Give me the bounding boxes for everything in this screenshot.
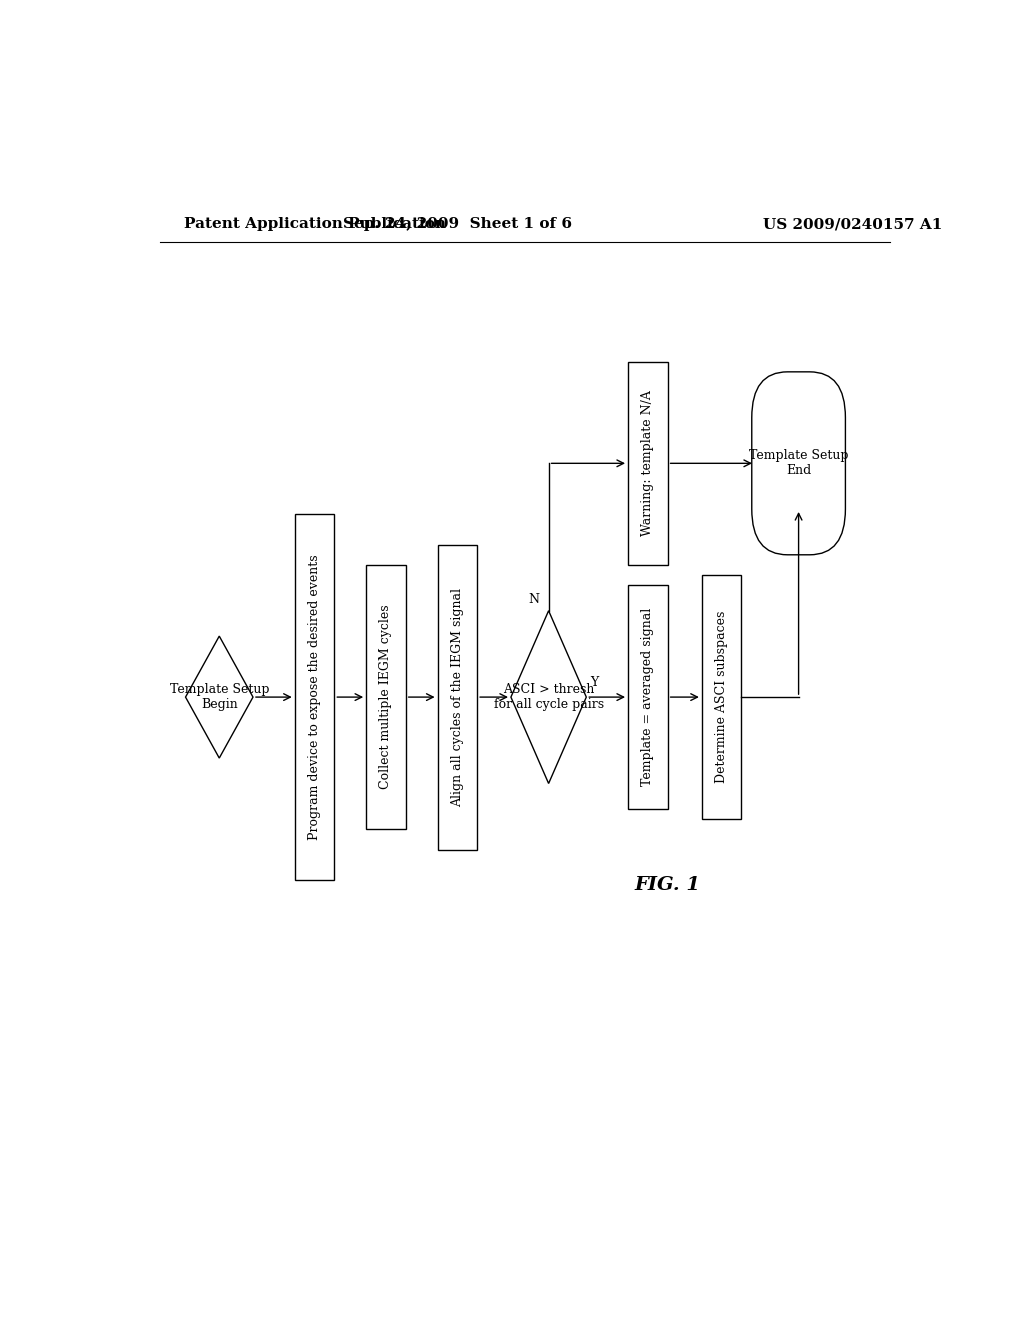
Text: N: N bbox=[528, 593, 539, 606]
Text: FIG. 1: FIG. 1 bbox=[635, 876, 700, 894]
Text: Patent Application Publication: Patent Application Publication bbox=[183, 218, 445, 231]
Bar bbox=[367, 565, 406, 829]
Text: ASCI > thresh
for all cycle pairs: ASCI > thresh for all cycle pairs bbox=[494, 682, 604, 711]
Text: Template Setup
Begin: Template Setup Begin bbox=[170, 682, 269, 711]
Text: Collect multiple IEGM cycles: Collect multiple IEGM cycles bbox=[380, 605, 392, 789]
Bar bbox=[295, 515, 334, 880]
Text: US 2009/0240157 A1: US 2009/0240157 A1 bbox=[763, 218, 942, 231]
Text: Program device to expose the desired events: Program device to expose the desired eve… bbox=[308, 554, 321, 840]
Bar bbox=[628, 362, 668, 565]
Text: Template = averaged signal: Template = averaged signal bbox=[641, 609, 654, 787]
Text: Align all cycles of the IEGM signal: Align all cycles of the IEGM signal bbox=[451, 587, 464, 807]
Text: Sep. 24, 2009  Sheet 1 of 6: Sep. 24, 2009 Sheet 1 of 6 bbox=[343, 218, 571, 231]
Bar bbox=[628, 585, 668, 809]
Text: Y: Y bbox=[590, 676, 598, 689]
Text: Warning: template N/A: Warning: template N/A bbox=[641, 391, 654, 536]
Text: Template Setup
End: Template Setup End bbox=[749, 449, 848, 478]
Bar bbox=[437, 545, 477, 850]
Bar bbox=[701, 576, 741, 818]
Text: Determine ASCI subspaces: Determine ASCI subspaces bbox=[715, 611, 728, 783]
